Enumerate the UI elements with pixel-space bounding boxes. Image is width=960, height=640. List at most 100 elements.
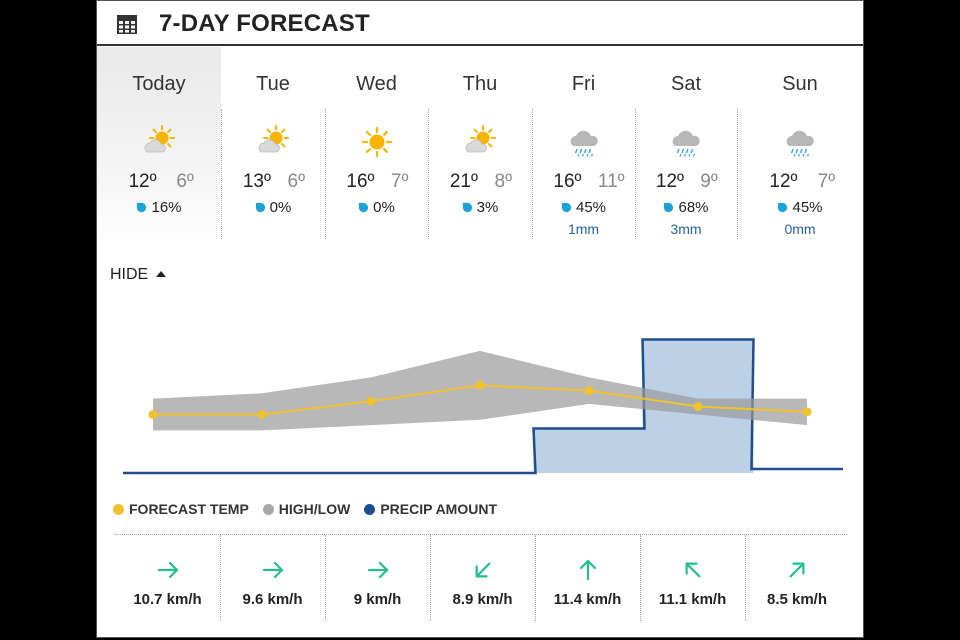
day-name: Thu: [462, 73, 498, 95]
rain-cloud-icon: [669, 125, 703, 159]
precip-bar: [533, 428, 645, 473]
legend-dot-icon: [364, 504, 376, 515]
precip-amount: 3mm: [670, 221, 702, 237]
high-temp: 12º: [769, 171, 798, 192]
wind-cell: 8.9 km/h: [430, 535, 535, 635]
up-right-arrow-icon: [789, 562, 805, 578]
legend-dot-icon: [262, 504, 274, 515]
forecast-widget: 7-DAY FORECAST Today 12º 6º 16% Tue 13º 6º 0% We…: [96, 0, 864, 638]
high-low-band: [153, 350, 807, 431]
right-arrow-icon: [262, 561, 283, 579]
day-name: Tue: [256, 73, 290, 95]
day-divider: [737, 109, 738, 239]
rain-cloud-icon: [783, 125, 817, 159]
day-name: Sun: [782, 73, 818, 95]
high-temp: 13º: [242, 171, 271, 192]
high-temp: 12º: [128, 171, 157, 192]
down-left-arrow-icon: [475, 562, 490, 578]
low-temp: 9º: [700, 171, 718, 192]
calendar-icon: [117, 15, 137, 34]
wind-cell: 9.6 km/h: [220, 535, 325, 635]
forecast-temp-point: [584, 386, 594, 396]
wind-cell: 9 km/h: [325, 535, 430, 635]
low-temp: 11º: [597, 171, 625, 192]
forecast-temp-point: [257, 410, 267, 419]
wind-divider-vertical: [325, 535, 326, 621]
high-temp: 21º: [449, 171, 478, 192]
day-column-sat[interactable]: Sat 12º 9º 68% 3mm: [635, 47, 737, 241]
day-column-wed[interactable]: Wed 16º 7º 0%: [325, 47, 428, 241]
temps: 12º 9º: [635, 171, 737, 195]
precip-chance-value: 45%: [792, 199, 823, 216]
day-column-tue[interactable]: Tue 13º 6º 0%: [221, 47, 325, 241]
right-arrow-icon: [367, 561, 388, 579]
low-temp: 8º: [494, 171, 513, 192]
up-left-arrow-icon: [685, 562, 700, 578]
day-divider: [532, 109, 533, 239]
partly-sunny-icon: [463, 125, 497, 159]
day-column-fri[interactable]: Fri 16º 11º 45% 1mm: [532, 47, 635, 241]
wind-cell: 11.1 km/h: [640, 535, 745, 635]
wind-cell: 11.4 km/h: [535, 535, 640, 635]
day-divider: [428, 109, 429, 239]
day-name: Today: [132, 73, 186, 95]
forecast-temp-point: [148, 410, 158, 419]
temps: 16º 11º: [532, 171, 635, 195]
hide-chart-toggle[interactable]: HIDE: [110, 266, 167, 284]
caret-up-icon: [156, 271, 167, 277]
precip-chance-value: 68%: [678, 199, 709, 216]
legend-label: FORECAST TEMP: [129, 501, 249, 517]
legend-label: PRECIP AMOUNT: [380, 501, 498, 517]
forecast-temp-point: [475, 380, 485, 390]
wind-divider-vertical: [535, 535, 536, 621]
rain-drop-icon: [778, 202, 788, 213]
forecast-header: 7-DAY FORECAST: [97, 1, 863, 46]
rain-drop-icon: [255, 202, 265, 213]
precip-chance-value: 16%: [151, 199, 182, 216]
page-title: 7-DAY FORECAST: [159, 10, 370, 37]
legend-dot-icon: [113, 504, 124, 515]
wind-speed: 9 km/h: [353, 591, 402, 608]
wind-divider-vertical: [430, 535, 431, 621]
precip-chance-value: 0%: [269, 199, 292, 216]
rain-cloud-icon: [567, 125, 601, 159]
temps: 12º 7º: [737, 171, 863, 195]
up-arrow-icon: [579, 559, 596, 581]
precip-chance-value: 3%: [476, 199, 499, 216]
forecast-temp-point: [802, 407, 812, 417]
right-arrow-icon: [157, 561, 178, 579]
forecast-temp-point: [366, 396, 376, 406]
wind-cell: 8.5 km/h: [745, 535, 849, 635]
high-temp: 16º: [346, 171, 375, 192]
precip-chance-value: 45%: [575, 199, 607, 216]
forecast-temp-point: [693, 402, 703, 412]
wind-divider-vertical: [745, 535, 746, 621]
day-divider: [325, 109, 326, 239]
legend-label: HIGH/LOW: [278, 501, 351, 517]
low-temp: 6º: [287, 171, 306, 192]
temps: 13º 6º: [221, 171, 325, 195]
legend-item: HIGH/LOW: [262, 501, 351, 517]
wind-speed: 10.7 km/h: [133, 591, 202, 608]
precip-amount: 1mm: [567, 221, 600, 237]
precip-chance: 45%: [532, 199, 635, 216]
precip-chance: 0%: [325, 199, 428, 216]
rain-drop-icon: [462, 202, 472, 213]
temps: 21º 8º: [428, 171, 532, 195]
wind-speed: 8.5 km/h: [766, 591, 828, 608]
precip-amount: 0mm: [784, 221, 816, 237]
precip-chance-value: 0%: [373, 199, 395, 216]
rain-drop-icon: [561, 202, 572, 213]
wind-speed: 8.9 km/h: [452, 591, 513, 608]
day-column-sun[interactable]: Sun 12º 7º 45% 0mm: [737, 47, 863, 241]
high-temp: 16º: [553, 171, 582, 192]
day-column-thu[interactable]: Thu 21º 8º 3%: [428, 47, 532, 241]
high-temp: 12º: [655, 171, 684, 192]
day-list: Today 12º 6º 16% Tue 13º 6º 0% Wed 16º 7º 0% Thu 21º 8…: [97, 47, 863, 241]
precip-chance: 3%: [428, 199, 532, 216]
sunny-icon: [360, 125, 394, 159]
day-name: Sat: [670, 73, 702, 95]
temps: 16º 7º: [325, 171, 428, 195]
low-temp: 6º: [176, 171, 194, 192]
day-column-today[interactable]: Today 12º 6º 16%: [97, 47, 221, 241]
